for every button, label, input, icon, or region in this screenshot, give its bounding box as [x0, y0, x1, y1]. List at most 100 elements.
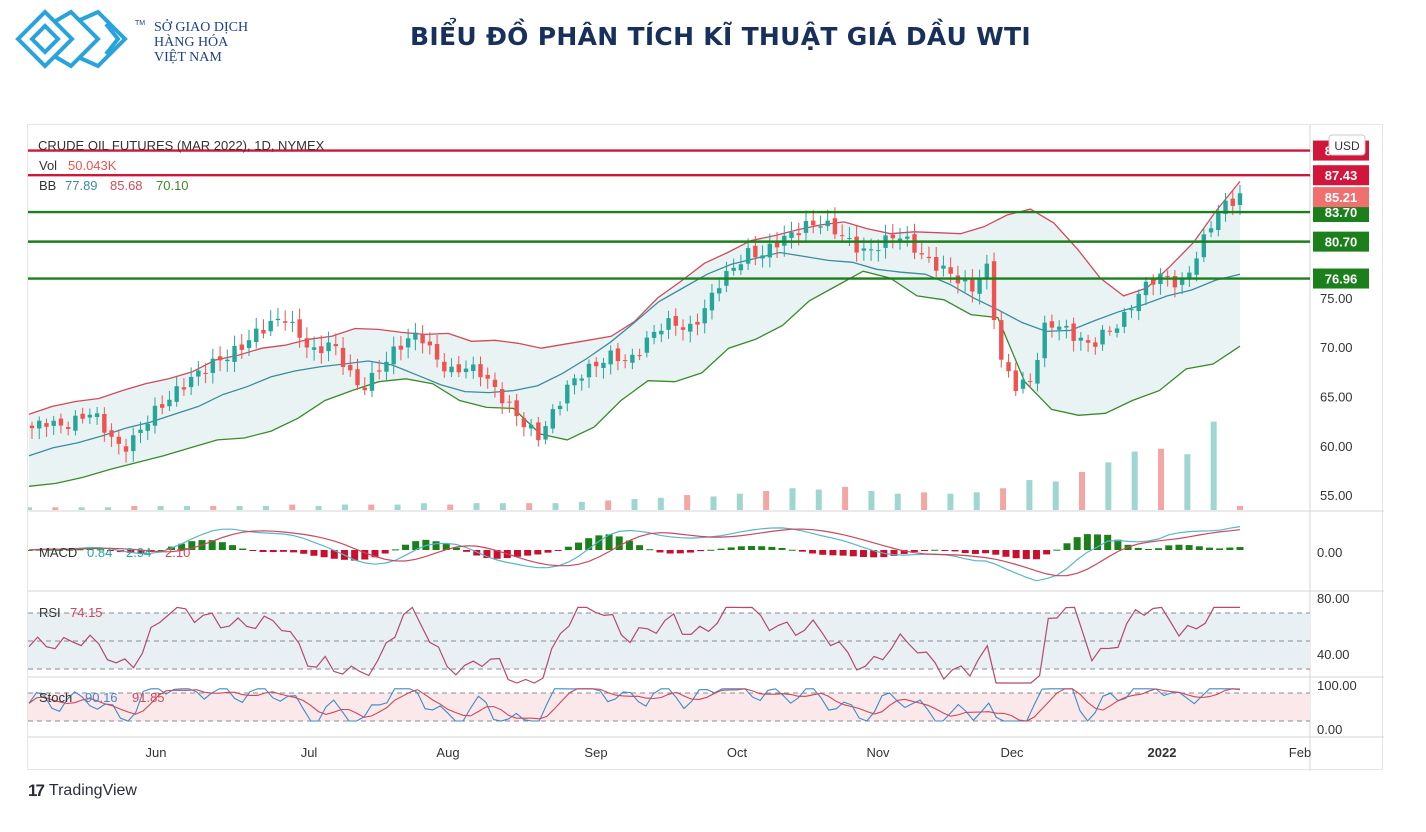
candle-body	[543, 426, 548, 440]
candle-body	[290, 321, 295, 323]
candle-body	[188, 376, 194, 388]
bb-lower-value: 70.10	[156, 178, 189, 193]
candle-body	[594, 361, 599, 367]
candle-body	[1122, 312, 1127, 327]
candle-body	[565, 384, 570, 404]
candle-body	[254, 328, 259, 343]
macd-histogram-bar	[86, 548, 94, 550]
stoch-band	[28, 693, 1310, 721]
volume-bar	[1158, 448, 1165, 510]
macd-histogram-bar	[585, 538, 593, 550]
macd-histogram-bar	[1043, 550, 1051, 555]
candle-body	[145, 423, 150, 431]
candle-body	[1035, 360, 1040, 384]
macd-histogram-bar	[758, 546, 766, 550]
currency-button[interactable]	[1328, 134, 1366, 156]
volume-bar	[368, 504, 375, 510]
macd-histogram-bar	[748, 546, 756, 550]
macd-histogram-bar	[717, 548, 725, 550]
candle-body	[557, 405, 563, 410]
macd-value-3: 2.10	[165, 545, 190, 560]
macd-histogram-bar	[381, 550, 389, 554]
candle-body	[897, 238, 903, 241]
candle-body	[478, 364, 483, 378]
candle-body	[601, 362, 606, 368]
macd-histogram-bar	[1185, 545, 1193, 550]
macd-histogram-bar	[229, 545, 237, 550]
x-axis-label: Jun	[146, 745, 167, 760]
macd-histogram-bar	[1175, 544, 1183, 550]
candle-body	[760, 255, 765, 259]
candle-body	[1237, 193, 1243, 205]
candle-body	[377, 370, 382, 372]
candle-body	[1064, 325, 1069, 328]
candle-body	[659, 330, 664, 335]
tradingview-brand[interactable]: 17 TradingView	[28, 781, 137, 801]
macd-histogram-bar	[1073, 537, 1081, 550]
candle-body	[608, 350, 613, 365]
macd-histogram-bar	[859, 550, 867, 558]
candle-body	[427, 341, 433, 346]
macd-histogram-bar	[1144, 548, 1152, 550]
candle-body	[680, 327, 686, 330]
candle-body	[622, 360, 628, 362]
macd-histogram-bar	[1195, 546, 1203, 550]
macd-histogram-bar	[330, 550, 338, 559]
x-axis-label: Dec	[1000, 745, 1024, 760]
macd-histogram-bar	[961, 550, 969, 554]
candle-body	[890, 234, 895, 239]
rsi-label: RSI	[39, 605, 61, 620]
candle-body	[217, 356, 223, 361]
candle-body	[1216, 212, 1221, 231]
candle-body	[753, 245, 758, 258]
candle-body	[716, 288, 722, 294]
candle-body	[1136, 293, 1141, 312]
volume-bar	[684, 495, 691, 510]
candle-body	[688, 323, 693, 332]
macd-histogram-bar	[1053, 549, 1061, 551]
candle-body	[311, 347, 317, 350]
level-label-76.96: 76.96	[1325, 272, 1358, 287]
macd-histogram-bar	[625, 540, 633, 550]
candle-body	[1071, 323, 1076, 341]
macd-histogram-bar	[870, 550, 878, 558]
candle-body	[1100, 329, 1105, 345]
x-axis-label: Aug	[436, 745, 459, 760]
volume-bar	[1079, 471, 1086, 510]
macd-histogram-bar	[1022, 550, 1030, 560]
candle-body	[282, 321, 288, 323]
candle-body	[1006, 362, 1011, 372]
macd-histogram-bar	[56, 549, 64, 551]
volume-bar	[657, 497, 664, 510]
volume-bar	[868, 490, 875, 510]
macd-histogram-bar	[941, 550, 949, 551]
rsi-tick-80: 80.00	[1317, 591, 1350, 606]
macd-histogram-bar	[676, 550, 684, 554]
exchange-logo: TM SỞ GIAO DỊCH HÀNG HÓA VIỆT NAM	[14, 8, 254, 70]
candle-body	[384, 361, 389, 372]
volume-bar	[1237, 505, 1243, 510]
candle-body	[948, 267, 953, 274]
bb-lower-line	[28, 270, 1241, 487]
volume-bar	[341, 504, 348, 510]
volume-bar	[578, 501, 585, 510]
candle-body	[905, 236, 910, 239]
macd-histogram-bar	[890, 550, 898, 556]
macd-histogram-bar	[798, 550, 806, 552]
candle-body	[803, 221, 809, 233]
candle-body	[861, 248, 867, 251]
macd-histogram-bar	[636, 545, 644, 550]
candle-body	[796, 233, 801, 236]
rsi-line	[28, 606, 1240, 684]
volume-bar	[447, 504, 454, 510]
macd-histogram-bar	[524, 550, 532, 556]
bb-label: BB	[39, 178, 56, 193]
macd-histogram-bar	[137, 550, 145, 554]
volume-bar	[763, 490, 770, 510]
candle-body	[80, 413, 85, 419]
candle-body	[275, 318, 281, 321]
candle-body	[37, 420, 42, 429]
candle-body	[868, 249, 874, 251]
volume-bar	[1026, 480, 1033, 510]
macd-histogram-bar	[493, 550, 501, 559]
